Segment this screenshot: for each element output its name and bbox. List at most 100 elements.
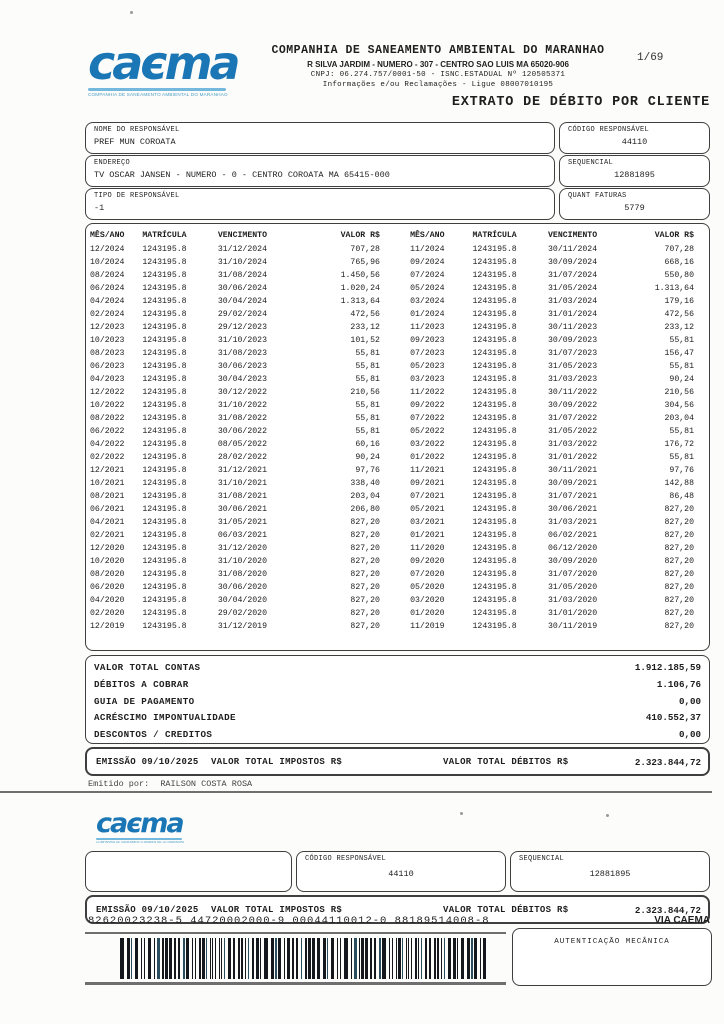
- code-label: CÓDIGO RESPONSÁVEL: [568, 126, 650, 134]
- table-cell: 09/2020: [410, 557, 445, 566]
- table-cell: 210,56: [664, 388, 694, 397]
- table-cell: 1243195.8: [142, 349, 187, 358]
- authentication-label: AUTENTICAÇÃO MECÂNICA: [554, 938, 670, 946]
- table-cell: 97,76: [669, 466, 694, 475]
- table-cell: 31/05/2020: [548, 583, 598, 592]
- barcode-bar: [296, 938, 298, 979]
- table-row: 04/2020 1243195.8 30/04/2020 827,20 03/2020 1…: [90, 594, 694, 607]
- table-row: 04/2021 1243195.8 31/05/2021 827,20 03/2021 1…: [90, 516, 694, 529]
- table-cell: 03/2023: [410, 375, 445, 384]
- stub-sequential-box: SEQUENCIAL 12881895: [510, 851, 710, 892]
- barcode-bar: [178, 938, 180, 979]
- type-label: TIPO DE RESPONSÁVEL: [94, 192, 180, 200]
- barcode-bar: [415, 938, 417, 979]
- stub-code-value: 44110: [388, 869, 414, 879]
- table-cell: 31/12/2020: [217, 544, 267, 553]
- spacer-cell: [380, 347, 410, 360]
- barcode-bar: [219, 938, 220, 979]
- table-cell: 1243195.8: [472, 401, 517, 410]
- table-cell: 142,88: [664, 479, 694, 488]
- table-cell: 1243195.8: [472, 622, 517, 631]
- barcode-bar: [344, 938, 348, 979]
- barcode-bar: [248, 938, 249, 979]
- total-label: VALOR TOTAL CONTAS: [94, 662, 201, 673]
- table-cell: 55,81: [355, 362, 380, 371]
- table-cell: 1243195.8: [472, 492, 517, 501]
- name-label: NOME DO RESPONSÁVEL: [94, 126, 180, 134]
- column-header: MÊS/ANO: [410, 231, 445, 240]
- logo-wave-icon: [96, 838, 182, 840]
- table-cell: 31/10/2024: [217, 258, 267, 267]
- table-cell: 827,20: [664, 596, 694, 605]
- stub-empty-box: [85, 851, 292, 892]
- table-cell: 05/2024: [410, 284, 445, 293]
- spacer-cell: [380, 282, 410, 295]
- stub-code-label: CÓDIGO RESPONSÁVEL: [305, 855, 387, 863]
- table-cell: 1243195.8: [472, 583, 517, 592]
- spacer-cell: [380, 425, 410, 438]
- table-cell: 31/08/2021: [217, 492, 267, 501]
- table-cell: 1243195.8: [142, 570, 187, 579]
- company-address: R SILVA JARDIM - NUMERO - 307 - CENTRO S…: [307, 60, 569, 69]
- column-header: VENCIMENTO: [548, 231, 598, 240]
- barcode-bar: [421, 938, 422, 979]
- barcode-bar: [148, 938, 151, 979]
- table-cell: 1.450,56: [340, 271, 380, 280]
- table-cell: 31/10/2021: [217, 479, 267, 488]
- totals-box: VALOR TOTAL CONTAS 1.912.185,59 DÉBITOS A …: [85, 655, 710, 744]
- issued-by-label: Emitido por:: [88, 779, 150, 789]
- barcode-bar: [192, 938, 193, 979]
- table-row: 04/2024 1243195.8 30/04/2024 1.313,64 03/202…: [90, 295, 694, 308]
- column-header: MATRÍCULA: [472, 231, 517, 240]
- scan-speck: [130, 11, 133, 14]
- table-cell: 02/2020: [90, 609, 125, 618]
- code-value: 44110: [621, 137, 648, 147]
- spacer-cell: [380, 373, 410, 386]
- table-cell: 1243195.8: [472, 466, 517, 475]
- table-cell: 1243195.8: [142, 531, 187, 540]
- invoices-value: 5779: [624, 203, 645, 213]
- table-row: 08/2022 1243195.8 31/08/2022 55,81 07/2022 12…: [90, 412, 694, 425]
- table-cell: 1243195.8: [472, 388, 517, 397]
- table-cell: 1.020,24: [340, 284, 380, 293]
- total-value: 1.106,76: [656, 678, 701, 690]
- table-cell: 07/2020: [410, 570, 445, 579]
- table-cell: 55,81: [355, 427, 380, 436]
- table-cell: 1243195.8: [142, 557, 187, 566]
- table-cell: 01/2024: [410, 310, 445, 319]
- table-cell: 31/12/2024: [217, 245, 267, 254]
- table-cell: 03/2024: [410, 297, 445, 306]
- authentication-box: AUTENTICAÇÃO MECÂNICA: [512, 928, 712, 986]
- emission-date: EMISSÃO 09/10/2025: [96, 757, 199, 767]
- sequential-value: 12881895: [614, 170, 655, 180]
- barcode-bar: [278, 938, 281, 979]
- barcode-bar: [361, 938, 364, 979]
- table-row: 02/2021 1243195.8 06/03/2021 827,20 01/2021 1…: [90, 529, 694, 542]
- table-cell: 30/06/2023: [217, 362, 267, 371]
- spacer-cell: [380, 503, 410, 516]
- address-value: TV OSCAR JANSEN - NUMERO - 0 - CENTRO CO…: [94, 170, 390, 180]
- logo-wave-icon: [88, 88, 226, 91]
- spacer-cell: [380, 555, 410, 568]
- table-cell: 31/08/2022: [217, 414, 267, 423]
- table-cell: 55,81: [669, 427, 694, 436]
- table-cell: 765,96: [350, 258, 380, 267]
- table-cell: 12/2019: [90, 622, 125, 631]
- table-cell: 1243195.8: [142, 518, 187, 527]
- table-cell: 09/2024: [410, 258, 445, 267]
- issued-by-name: RAILSON COSTA ROSA: [160, 779, 253, 789]
- table-cell: 01/2021: [410, 531, 445, 540]
- table-cell: 31/08/2023: [217, 349, 267, 358]
- barcode-bar: [252, 938, 254, 979]
- table-cell: 03/2020: [410, 596, 445, 605]
- table-cell: 1243195.8: [472, 505, 517, 514]
- total-row: VALOR TOTAL CONTAS 1.912.185,59: [86, 662, 709, 679]
- barcode-bar: [471, 938, 473, 979]
- table-cell: 827,20: [664, 505, 694, 514]
- table-cell: 10/2021: [90, 479, 125, 488]
- table-row: 12/2019 1243195.8 31/12/2019 827,20 11/2019 1…: [90, 620, 694, 633]
- table-cell: 1243195.8: [472, 284, 517, 293]
- table-cell: 1243195.8: [142, 388, 187, 397]
- table-cell: 472,56: [350, 310, 380, 319]
- table-cell: 30/12/2022: [217, 388, 267, 397]
